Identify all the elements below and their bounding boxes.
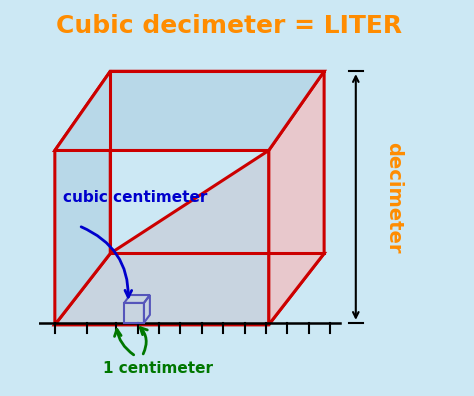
Polygon shape — [55, 71, 324, 150]
Text: decimeter: decimeter — [384, 142, 403, 254]
Polygon shape — [55, 71, 110, 325]
Polygon shape — [55, 253, 324, 325]
Polygon shape — [55, 150, 269, 325]
Bar — [124, 303, 144, 323]
Text: 1 centimeter: 1 centimeter — [103, 361, 213, 376]
Polygon shape — [269, 71, 324, 325]
Text: Cubic decimeter = LITER: Cubic decimeter = LITER — [56, 14, 402, 38]
Text: cubic centimeter: cubic centimeter — [63, 190, 207, 206]
